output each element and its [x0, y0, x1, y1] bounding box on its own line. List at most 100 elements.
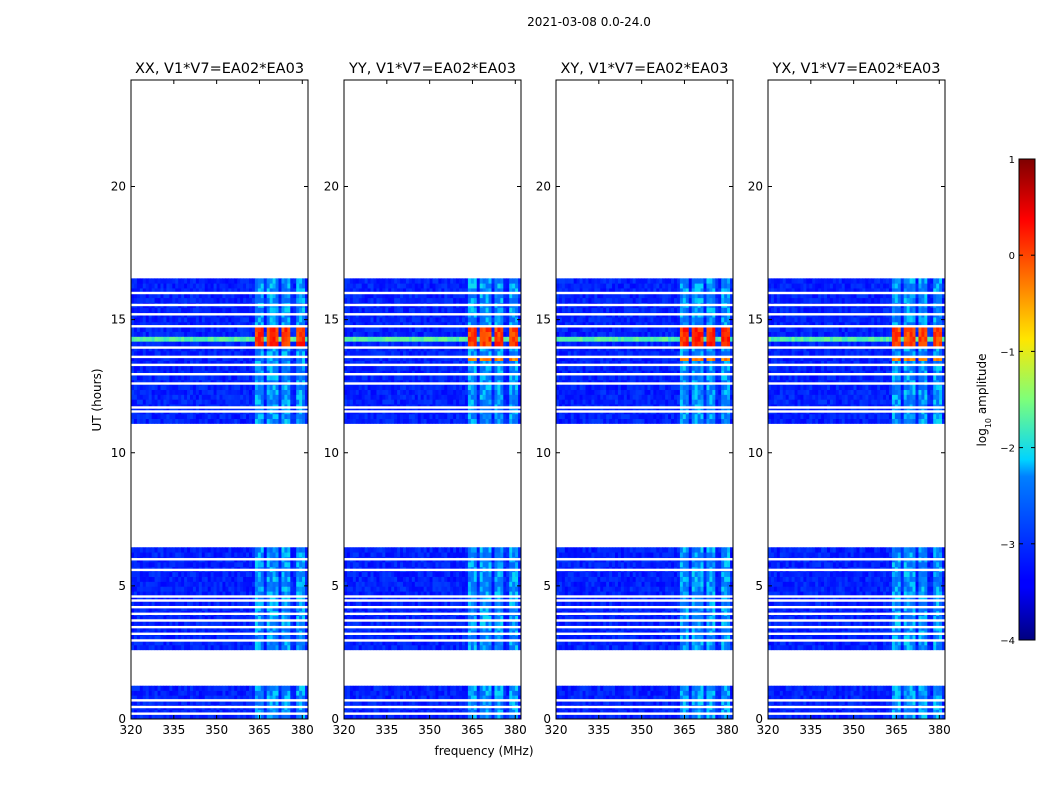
data-cell: [142, 375, 147, 381]
data-cell: [305, 596, 308, 602]
data-cell: [367, 576, 371, 582]
data-cell: [237, 635, 241, 641]
data-cell: [246, 690, 250, 696]
data-cell: [157, 321, 161, 328]
data-cell: [222, 576, 226, 582]
data-cell: [145, 605, 150, 612]
data-cell: [213, 394, 217, 400]
data-cell: [426, 695, 430, 701]
data-cell: [382, 644, 386, 651]
data-cell: [438, 695, 442, 701]
data-cell: [269, 690, 273, 696]
data-cell: [145, 365, 150, 371]
data-cell: [172, 552, 176, 558]
data-cell: [470, 709, 475, 715]
data-cell: [172, 399, 176, 405]
data-cell: [139, 288, 144, 294]
data-cell: [216, 360, 220, 366]
data-cell: [249, 547, 253, 553]
data-cell: [441, 591, 445, 597]
data-cell: [417, 690, 422, 696]
data-cell: [216, 620, 220, 626]
data-cell: [263, 399, 268, 405]
data-cell: [355, 576, 360, 582]
data-cell: [169, 360, 173, 366]
data-cell: [249, 292, 253, 299]
data-cell: [192, 699, 197, 706]
data-cell: [435, 685, 439, 691]
data-cell: [142, 635, 147, 641]
data-cell: [266, 384, 271, 391]
data-cell: [518, 596, 521, 602]
data-cell: [254, 365, 259, 371]
data-cell: [293, 307, 297, 313]
data-cell: [426, 581, 430, 587]
data-cell: [234, 384, 238, 391]
data-cell: [388, 576, 392, 582]
flagged-row: [131, 612, 308, 616]
data-cell: [254, 399, 259, 405]
data-cell: [284, 326, 288, 332]
data-cell: [266, 370, 271, 376]
data-cell: [163, 561, 167, 568]
data-cell: [361, 615, 366, 621]
data-cell: [382, 699, 386, 706]
data-cell: [228, 576, 232, 582]
data-cell: [157, 384, 161, 391]
data-cell: [275, 709, 279, 715]
data-cell: [512, 685, 516, 691]
data-cell: [204, 685, 209, 691]
data-cell: [154, 571, 158, 577]
data-cell: [251, 370, 256, 376]
data-cell: [296, 600, 300, 607]
data-cell: [145, 600, 150, 607]
data-cell: [190, 336, 194, 342]
data-cell: [281, 384, 285, 391]
data-cell: [204, 384, 209, 391]
data-cell: [509, 591, 513, 597]
data-cell: [500, 695, 504, 701]
data-cell: [293, 360, 297, 366]
data-cell: [281, 389, 285, 395]
data-cell: [488, 635, 492, 641]
data-cell: [219, 547, 223, 553]
data-cell: [485, 596, 489, 602]
data-cell: [210, 307, 214, 313]
data-cell: [154, 375, 158, 381]
data-cell: [175, 288, 179, 294]
data-cell: [207, 581, 212, 587]
data-cell: [391, 620, 395, 626]
data-cell: [154, 591, 158, 597]
data-cell: [234, 292, 238, 299]
data-cell: [243, 709, 247, 715]
data-cell: [207, 552, 212, 558]
data-cell: [370, 615, 374, 621]
data-cell: [249, 336, 253, 342]
data-cell: [237, 307, 241, 313]
data-cell: [284, 695, 288, 701]
data-cell: [266, 640, 271, 646]
data-cell: [462, 644, 466, 651]
data-cell: [139, 605, 144, 612]
data-cell: [219, 695, 223, 701]
data-cell: [494, 586, 498, 592]
data-cell: [293, 288, 297, 294]
data-cell: [272, 571, 276, 577]
data-cell: [163, 586, 167, 592]
data-cell: [385, 576, 389, 582]
data-cell: [219, 576, 223, 582]
data-cell: [240, 644, 244, 651]
data-cell: [201, 375, 206, 381]
data-cell: [479, 581, 484, 587]
data-cell: [246, 615, 250, 621]
data-cell: [269, 685, 273, 691]
data-cell: [192, 709, 197, 715]
data-cell: [213, 278, 217, 284]
data-cell: [284, 699, 288, 706]
data-cell: [163, 375, 167, 381]
data-cell: [219, 596, 223, 602]
data-cell: [287, 350, 291, 357]
data-cell: [234, 640, 238, 646]
data-cell: [426, 690, 430, 696]
data-cell: [260, 394, 265, 400]
